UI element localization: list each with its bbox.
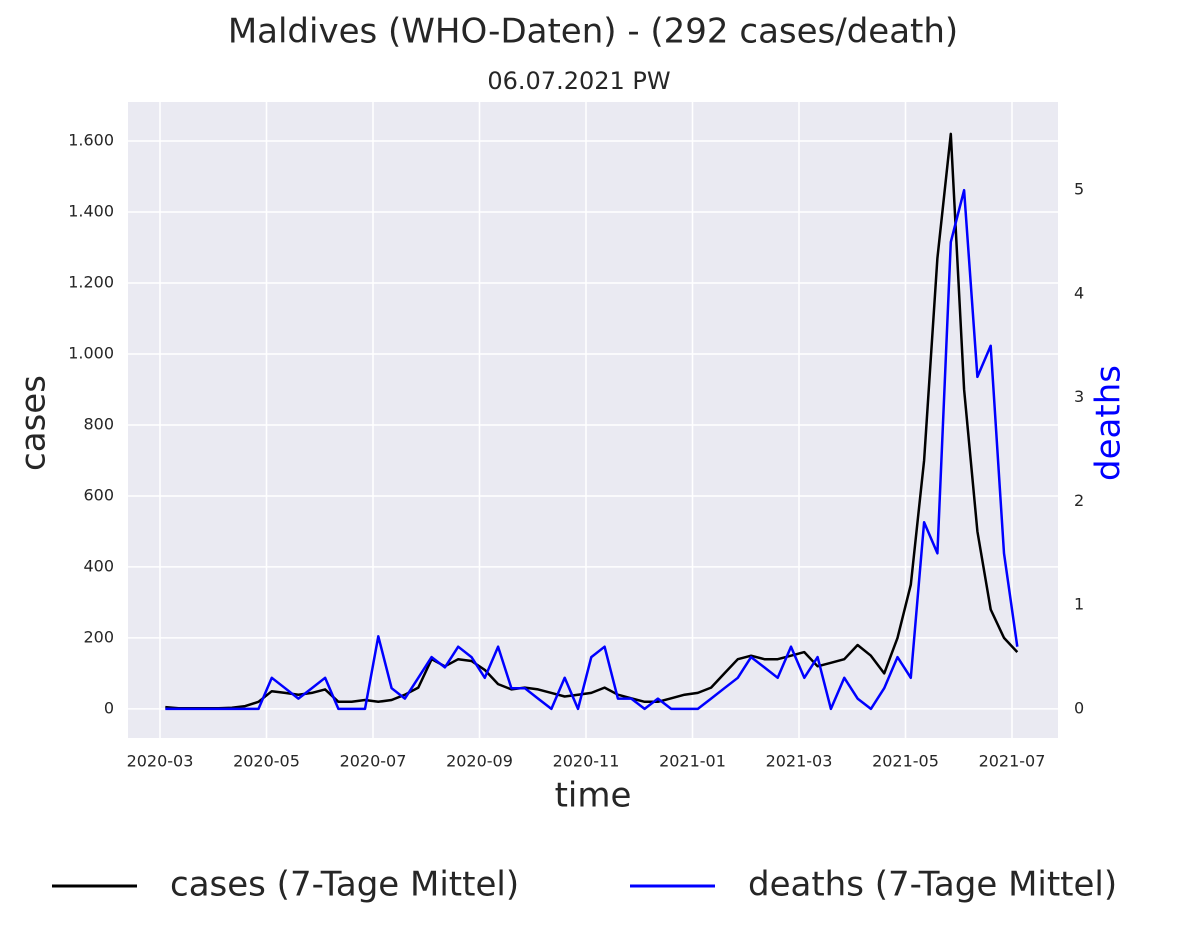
y-tick-label: 1.600: [68, 131, 114, 150]
legend-label: cases (7-Tage Mittel): [170, 865, 519, 905]
x-tick-label: 2021-03: [766, 752, 833, 771]
x-tick-label: 2020-11: [553, 752, 620, 771]
x-tick-label: 2020-05: [233, 752, 300, 771]
y-axis-label: cases: [14, 375, 54, 471]
y2-tick-label: 5: [1074, 180, 1084, 199]
y-tick-label: 800: [83, 414, 114, 433]
y-tick-label: 600: [83, 485, 114, 504]
x-tick-label: 2020-07: [340, 752, 407, 771]
series-line: [165, 132, 1019, 710]
y2-tick-label: 1: [1074, 595, 1084, 614]
y-tick-label: 0: [104, 698, 114, 717]
plot-area: [128, 102, 1058, 738]
y2-tick-label: 0: [1074, 698, 1084, 717]
chart-title: Maldives (WHO-Daten) - (292 cases/death): [228, 12, 958, 52]
x-tick-label: 2021-01: [659, 752, 726, 771]
y-tick-label: 1.200: [68, 273, 114, 292]
x-tick-label: 2021-05: [872, 752, 939, 771]
x-axis-label: time: [555, 776, 632, 816]
legend-label: deaths (7-Tage Mittel): [748, 865, 1117, 905]
x-tick-label: 2020-03: [127, 752, 194, 771]
y-tick-label: 1.000: [68, 343, 114, 362]
y-tick-label: 1.400: [68, 202, 114, 221]
x-tick-label: 2021-07: [979, 752, 1046, 771]
y-tick-label: 200: [83, 627, 114, 646]
y2-axis-label: deaths: [1089, 365, 1129, 481]
series-line: [165, 188, 1019, 711]
y-tick-label: 400: [83, 556, 114, 575]
x-tick-label: 2020-09: [446, 752, 513, 771]
y2-tick-label: 2: [1074, 491, 1084, 510]
y2-tick-label: 3: [1074, 387, 1084, 406]
chart-subtitle: 06.07.2021 PW: [487, 67, 670, 95]
y2-tick-label: 4: [1074, 283, 1084, 302]
